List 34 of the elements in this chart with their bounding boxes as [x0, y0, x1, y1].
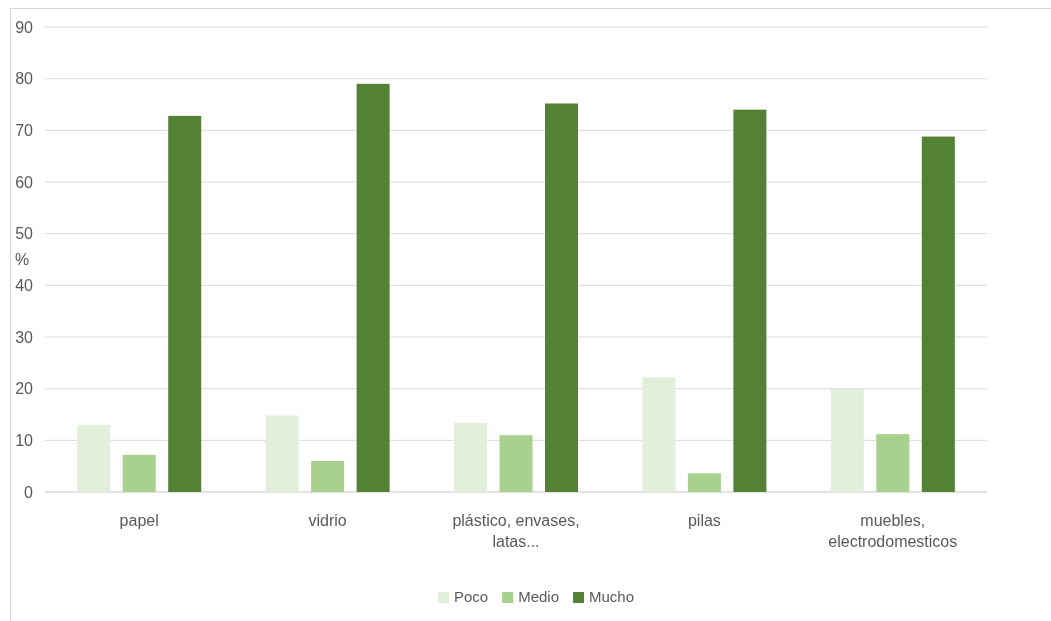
bar	[545, 103, 578, 492]
bar	[122, 454, 156, 492]
y-tick-label: 80	[15, 70, 34, 88]
y-tick-label: 50	[15, 225, 34, 243]
bar	[733, 109, 767, 492]
y-tick-label: 0	[24, 483, 34, 501]
bar	[356, 83, 390, 492]
legend-label: Medio	[518, 588, 560, 605]
bar	[77, 424, 111, 492]
bar	[265, 415, 299, 492]
bar	[168, 115, 202, 492]
y-tick-label: 20	[15, 380, 34, 398]
legend-label: Poco	[453, 588, 489, 605]
x-tick-label: muebles, electrodomesticos	[828, 512, 958, 550]
bar	[499, 435, 533, 492]
bar	[454, 422, 487, 492]
x-tick-label: pilas	[687, 512, 721, 529]
bar	[876, 434, 910, 492]
x-tick-label: vidrio	[308, 512, 347, 529]
y-tick-label: 40	[15, 276, 34, 294]
y-tick-label: 10	[15, 431, 34, 449]
y-axis-title: %	[14, 250, 30, 268]
bar	[687, 473, 721, 492]
y-tick-label: 30	[15, 328, 34, 346]
x-tick-label: plástico, envases, latas...	[452, 512, 580, 550]
bar	[642, 377, 676, 492]
legend-label: Mucho	[589, 588, 635, 605]
x-tick-label: papel	[119, 512, 159, 529]
y-tick-label: 90	[15, 18, 34, 36]
bar	[921, 136, 955, 492]
y-tick-label: 60	[15, 173, 34, 191]
bar	[830, 388, 864, 492]
y-tick-label: 70	[15, 121, 34, 139]
bar	[311, 461, 345, 492]
